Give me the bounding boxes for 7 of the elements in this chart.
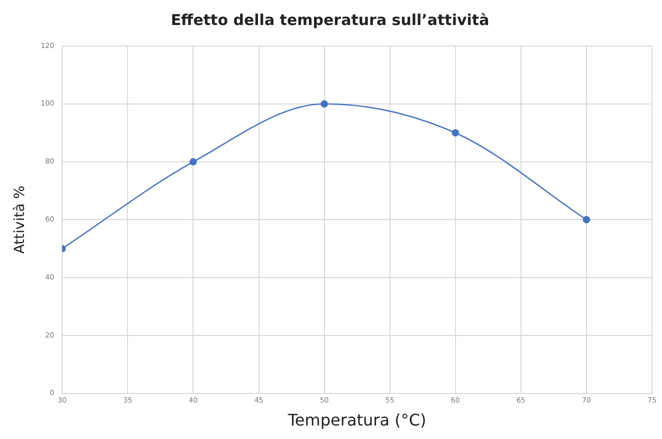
point bbox=[190, 158, 197, 166]
x-axis-title: Temperatura (°C) bbox=[286, 410, 426, 430]
point bbox=[320, 100, 328, 108]
y-axis-title: Attività % bbox=[12, 186, 28, 254]
point bbox=[452, 129, 460, 136]
chart-title: Effetto della temperatura sull’attività bbox=[170, 10, 490, 29]
point bbox=[582, 216, 590, 224]
